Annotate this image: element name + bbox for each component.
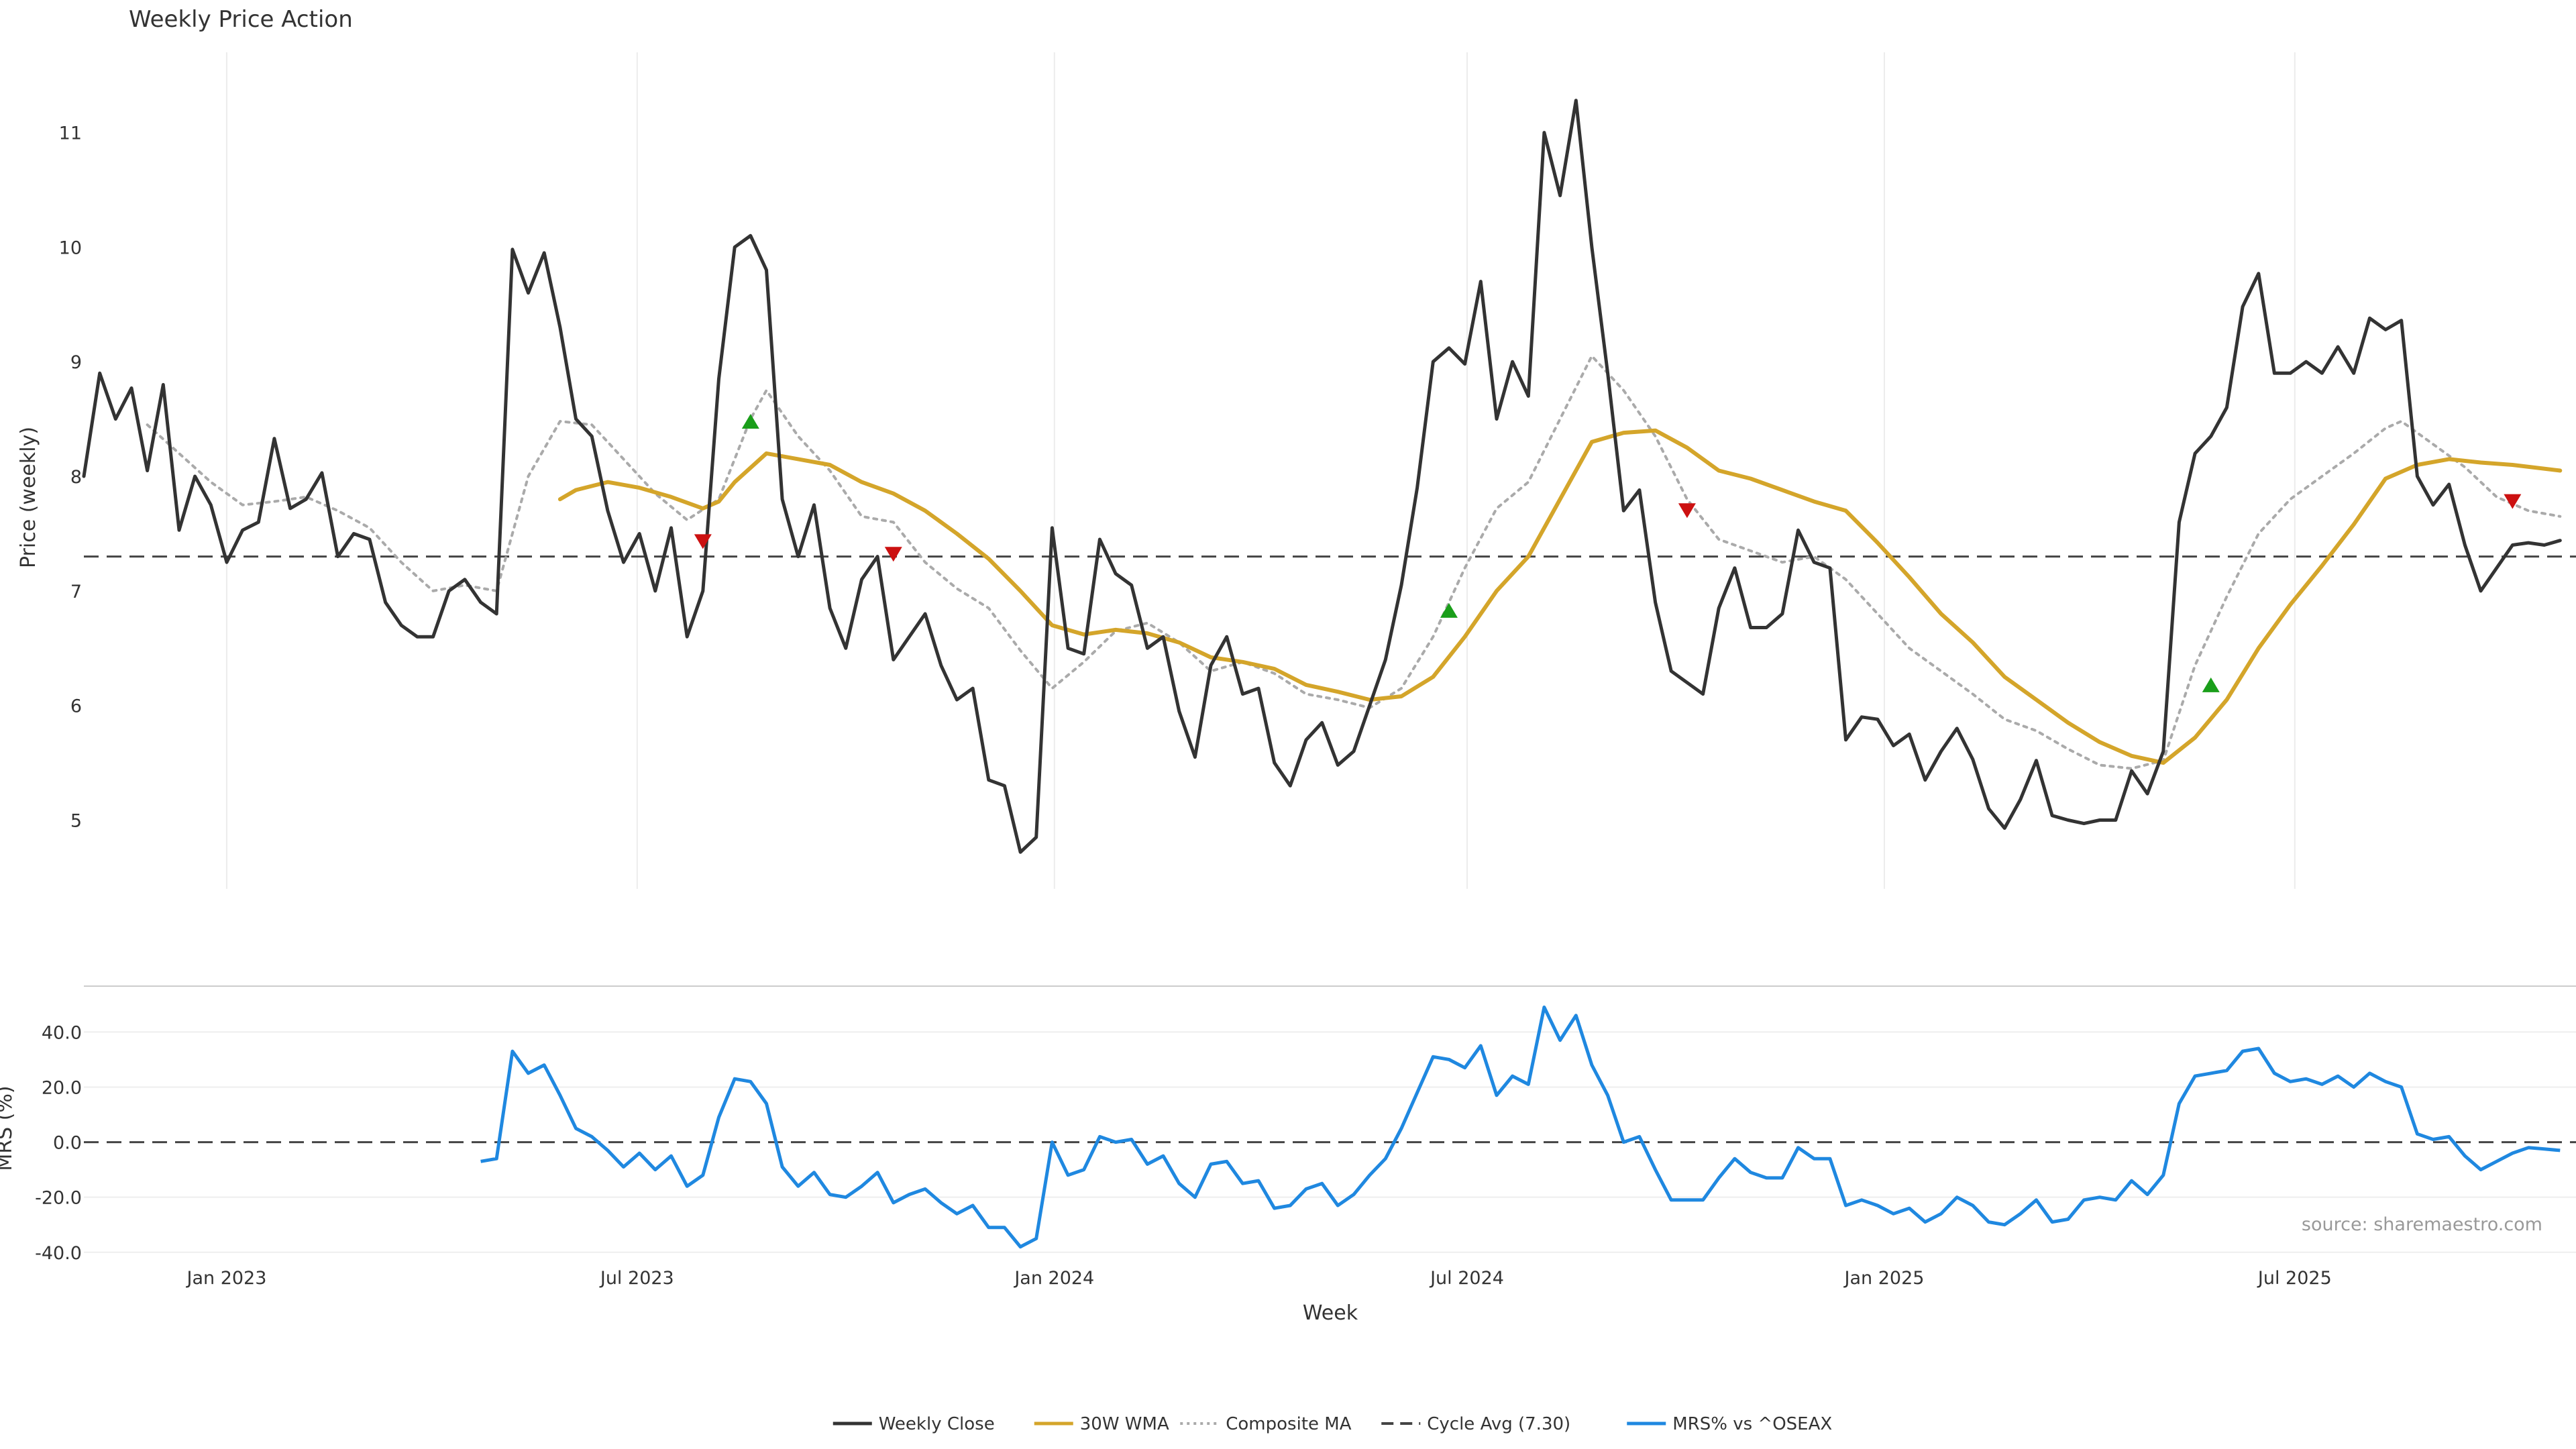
- price-panel: 5 6 7 8 9 10 11 Price (weekly): [17, 52, 2576, 889]
- legend: Weekly Close 30W WMA Composite MA Cycle Avg…: [833, 1414, 1832, 1434]
- mrs-y-tick-label: 40.0: [42, 1022, 82, 1043]
- x-tick-label: Jan 2024: [1013, 1268, 1094, 1289]
- price-y-tick-label: 5: [70, 811, 82, 832]
- price-series: [82, 99, 2563, 854]
- mrs-panel: -40.0 -20.0 0.0 20.0 40.0 MRS (%) source: sh…: [0, 985, 2576, 1264]
- sell-signal-marker: [2504, 494, 2522, 509]
- sell-signal-marker: [694, 534, 712, 549]
- x-tick-label: Jul 2023: [599, 1268, 674, 1289]
- price-y-tick-label: 8: [70, 467, 82, 488]
- weekly-close-line: [82, 99, 2562, 854]
- legend-entry: Weekly Close: [833, 1414, 995, 1434]
- x-tick-label: Jan 2025: [1843, 1268, 1925, 1289]
- legend-label: Cycle Avg (7.30): [1427, 1414, 1570, 1434]
- price-signals: [694, 414, 2522, 692]
- legend-label: Weekly Close: [879, 1414, 995, 1434]
- mrs-line: [480, 1005, 2561, 1249]
- x-axis-label: Week: [1303, 1301, 1358, 1325]
- mrs-y-axis-label: MRS (%): [0, 1085, 17, 1171]
- mrs-y-tick-label: 20.0: [42, 1077, 82, 1098]
- buy-signal-marker: [741, 414, 759, 429]
- x-axis-ticks: Jan 2023 Jul 2023 Jan 2024 Jul 2024 Jan 2025…: [186, 1268, 2332, 1289]
- mrs-y-tick-label: -40.0: [35, 1243, 82, 1264]
- legend-entry: 30W WMA: [1034, 1414, 1169, 1434]
- legend-entry: Composite MA: [1180, 1414, 1352, 1434]
- mrs-series: [480, 1005, 2561, 1249]
- x-tick-label: Jan 2023: [186, 1268, 267, 1289]
- price-y-tick-label: 9: [70, 352, 82, 373]
- composite-ma-line: [146, 354, 2562, 770]
- sell-signal-marker: [1678, 503, 1696, 519]
- x-tick-label: Jul 2025: [2257, 1268, 2332, 1289]
- price-y-tick-label: 7: [70, 582, 82, 602]
- wma-30w-line: [557, 428, 2563, 765]
- legend-entry: Cycle Avg (7.30): [1381, 1414, 1570, 1434]
- mrs-y-ticks: -40.0 -20.0 0.0 20.0 40.0: [35, 1022, 82, 1263]
- legend-label: Composite MA: [1226, 1414, 1351, 1434]
- price-y-tick-label: 6: [70, 696, 82, 717]
- chart-title: Weekly Price Action: [129, 6, 353, 33]
- sell-signal-marker: [884, 547, 902, 562]
- legend-label: 30W WMA: [1080, 1414, 1169, 1434]
- legend-entry: MRS% vs ^OSEAX: [1627, 1414, 1832, 1434]
- mrs-y-tick-label: -20.0: [35, 1188, 82, 1209]
- source-note: source: sharemaestro.com: [2302, 1214, 2542, 1235]
- buy-signal-marker: [1440, 602, 1458, 618]
- buy-signal-marker: [2202, 677, 2220, 692]
- price-y-axis-label: Price (weekly): [17, 427, 40, 568]
- mrs-y-tick-label: 0.0: [53, 1133, 82, 1154]
- price-grid: [225, 52, 2296, 889]
- x-tick-label: Jul 2024: [1429, 1268, 1504, 1289]
- price-y-tick-label: 11: [59, 123, 82, 144]
- legend-label: MRS% vs ^OSEAX: [1672, 1414, 1832, 1434]
- price-y-ticks: 5 6 7 8 9 10 11: [59, 123, 82, 832]
- price-y-tick-label: 10: [59, 237, 82, 258]
